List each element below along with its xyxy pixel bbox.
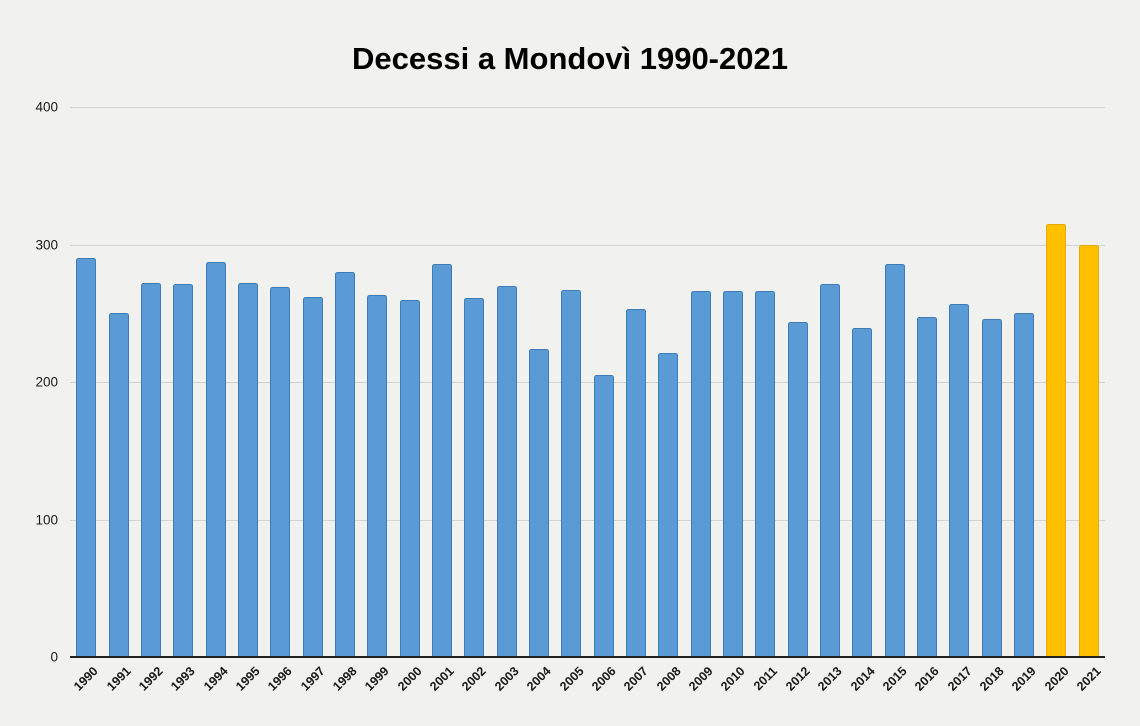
x-tick-label-2019: 2019 (1009, 664, 1040, 694)
bar-2017 (949, 303, 970, 657)
bar-2010 (723, 291, 744, 657)
bar-2021 (1078, 244, 1099, 657)
gridline-100 (70, 519, 1105, 521)
x-tick-label-1991: 1991 (103, 664, 134, 694)
bar-2013 (820, 284, 841, 657)
y-tick-label-0: 0 (50, 649, 58, 665)
bar-2005 (561, 289, 582, 657)
gridline-400 (70, 107, 1105, 108)
bar-2018 (981, 318, 1002, 657)
x-tick-label-2017: 2017 (944, 664, 975, 694)
bar-2019 (1014, 313, 1035, 657)
x-tick-label-2015: 2015 (880, 664, 910, 694)
x-tick-label-2008: 2008 (653, 664, 684, 694)
y-tick-label-300: 300 (35, 237, 58, 252)
bar-1991 (108, 313, 129, 657)
x-tick-label-2021: 2021 (1074, 664, 1104, 694)
x-tick-label-2000: 2000 (394, 664, 425, 694)
x-tick-label-2002: 2002 (459, 664, 490, 694)
gridline-300 (70, 244, 1105, 246)
x-tick-label-1997: 1997 (297, 664, 328, 694)
bar-2020 (1046, 223, 1067, 657)
x-axis-line (70, 656, 1105, 658)
x-tick-label-1992: 1992 (136, 664, 166, 694)
gridline-200 (70, 382, 1105, 383)
chart-title: Decessi a Mondovì 1990-2021 (352, 41, 788, 76)
x-tick-label-1990: 1990 (71, 664, 102, 694)
x-tick-label-1995: 1995 (233, 664, 263, 694)
bar-1998 (334, 272, 355, 657)
y-tick-label-100: 100 (35, 512, 58, 527)
x-tick-label-2001: 2001 (427, 664, 457, 694)
bar-1990 (76, 258, 97, 657)
bar-1999 (367, 295, 388, 657)
x-tick-label-2018: 2018 (977, 664, 1007, 694)
y-tick-label-200: 200 (35, 374, 58, 390)
bar-2001 (431, 263, 452, 657)
bar-2004 (528, 349, 549, 657)
bar-1997 (302, 296, 323, 657)
bar-2014 (852, 328, 873, 657)
bar-1992 (140, 283, 161, 657)
bar-1994 (205, 262, 226, 657)
x-tick-label-1993: 1993 (168, 664, 199, 694)
x-tick-label-2009: 2009 (686, 664, 716, 694)
x-tick-label-2013: 2013 (815, 664, 845, 694)
x-tick-label-2012: 2012 (783, 664, 813, 694)
plot-area: 0 100 200 300 400 1990 1991 1992 1993 1994 1995 199… (35, 100, 1105, 694)
bar-2008 (658, 353, 679, 657)
bar-2009 (690, 291, 711, 657)
bar-2011 (755, 291, 776, 657)
y-tick-label-400: 400 (35, 99, 58, 115)
x-tick-label-2014: 2014 (847, 664, 878, 694)
bar-2016 (917, 317, 938, 657)
x-tick-label-1998: 1998 (330, 664, 360, 694)
bar-2000 (399, 299, 420, 657)
bar-2003 (496, 285, 517, 657)
bar-1995 (237, 283, 258, 657)
x-tick-label-2004: 2004 (524, 664, 554, 694)
x-tick-label-2007: 2007 (621, 664, 651, 694)
bar-2007 (626, 309, 647, 657)
x-tick-label-1996: 1996 (265, 664, 296, 694)
x-tick-label-2020: 2020 (1041, 664, 1072, 694)
x-tick-label-2006: 2006 (589, 664, 619, 694)
x-tick-label-1994: 1994 (200, 664, 231, 694)
bar-1993 (173, 284, 194, 657)
x-tick-label-2011: 2011 (751, 664, 781, 694)
x-tick-label-2003: 2003 (491, 664, 522, 694)
bar-2015 (884, 263, 905, 657)
x-tick-label-1999: 1999 (362, 664, 393, 694)
bar-2002 (464, 298, 485, 657)
x-tick-label-2016: 2016 (912, 664, 943, 694)
bar-2006 (593, 375, 614, 657)
bar-1996 (270, 287, 291, 657)
bar-2012 (787, 321, 808, 657)
x-tick-label-2010: 2010 (718, 664, 748, 694)
x-tick-label-2005: 2005 (556, 664, 587, 694)
